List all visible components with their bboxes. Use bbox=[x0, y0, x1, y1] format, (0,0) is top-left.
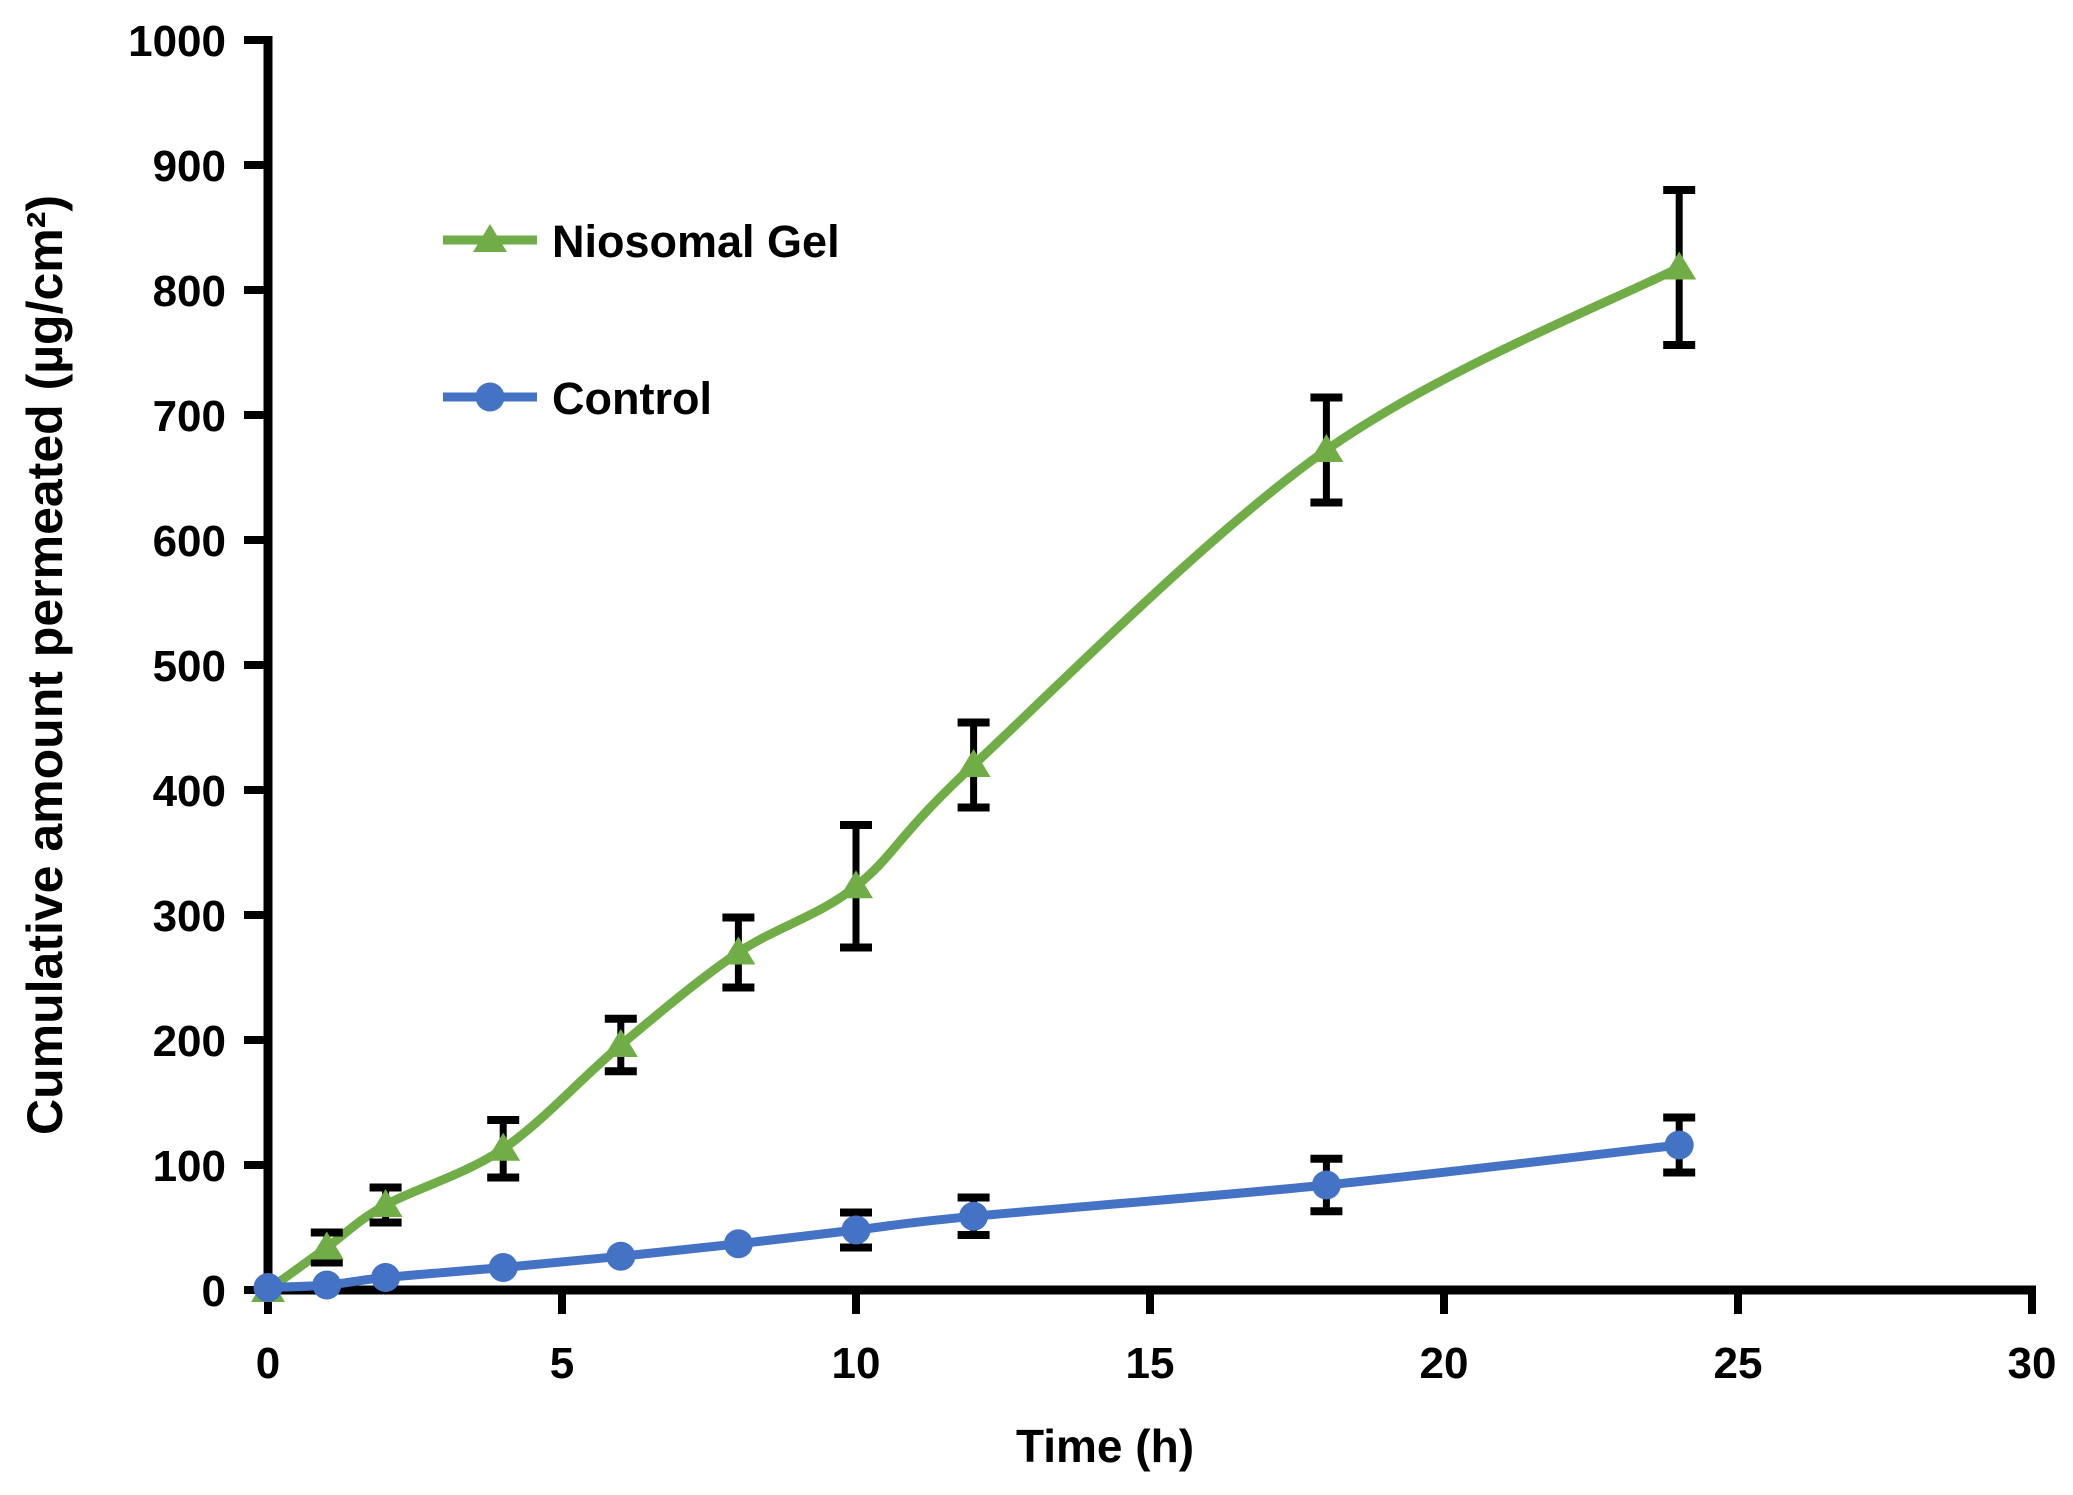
triangle-marker bbox=[956, 749, 991, 777]
legend-triangle-marker bbox=[473, 224, 507, 252]
triangle-marker bbox=[486, 1132, 521, 1161]
y-tick-label: 500 bbox=[153, 642, 226, 691]
x-tick-label: 20 bbox=[1420, 1339, 1469, 1388]
circle-marker bbox=[959, 1201, 989, 1231]
y-tick-label: 300 bbox=[153, 892, 226, 941]
y-tick-label: 200 bbox=[153, 1017, 226, 1066]
y-tick-label: 900 bbox=[153, 142, 226, 191]
x-tick-label: 10 bbox=[832, 1339, 881, 1388]
y-tick-label: 400 bbox=[153, 767, 226, 816]
legend-marker-samples bbox=[443, 224, 537, 412]
circle-marker bbox=[841, 1215, 871, 1245]
y-tick-label: 0 bbox=[202, 1267, 226, 1316]
triangle-marker bbox=[603, 1029, 638, 1057]
x-tick-label: 0 bbox=[256, 1339, 280, 1388]
y-tick-label: 700 bbox=[153, 392, 226, 441]
triangle-marker bbox=[309, 1231, 344, 1260]
triangle-marker bbox=[368, 1189, 403, 1217]
circle-marker bbox=[312, 1270, 342, 1300]
circle-marker bbox=[1311, 1170, 1341, 1200]
x-tick-label: 30 bbox=[2008, 1339, 2057, 1388]
y-axis-title: Cumulative amount permeated (µg/cm²) bbox=[17, 195, 73, 1135]
y-tick-label: 100 bbox=[153, 1142, 226, 1191]
legend-label-niosomal-gel: Niosomal Gel bbox=[552, 216, 840, 267]
triangle-marker bbox=[721, 936, 756, 965]
x-tick-label: 5 bbox=[550, 1339, 574, 1388]
data-markers bbox=[251, 251, 1697, 1302]
legend-circle-marker bbox=[475, 382, 505, 412]
error-bars bbox=[310, 186, 1696, 1267]
legend: Niosomal Gel Control bbox=[443, 216, 840, 424]
y-tick-label: 800 bbox=[153, 267, 226, 316]
x-axis-ticks: 0 5 10 15 20 25 30 bbox=[256, 1290, 2057, 1388]
x-tick-label: 25 bbox=[1714, 1339, 1763, 1388]
legend-label-control: Control bbox=[552, 373, 712, 424]
x-tick-label: 15 bbox=[1126, 1339, 1175, 1388]
circle-marker bbox=[606, 1241, 636, 1271]
circle-marker bbox=[253, 1273, 283, 1302]
circle-marker bbox=[1664, 1130, 1694, 1160]
y-tick-label: 1000 bbox=[128, 17, 226, 66]
triangle-marker bbox=[1309, 434, 1344, 462]
circle-marker bbox=[723, 1229, 753, 1259]
y-tick-label: 600 bbox=[153, 517, 226, 566]
triangle-marker bbox=[839, 870, 873, 899]
x-axis-title: Time (h) bbox=[1016, 1420, 1194, 1472]
triangle-marker bbox=[1662, 251, 1697, 280]
axes bbox=[263, 36, 2036, 1295]
circle-marker bbox=[488, 1253, 518, 1282]
circle-marker bbox=[371, 1263, 401, 1292]
y-axis-ticks: 0 100 200 300 400 500 600 700 800 900 1000 bbox=[128, 17, 268, 1316]
